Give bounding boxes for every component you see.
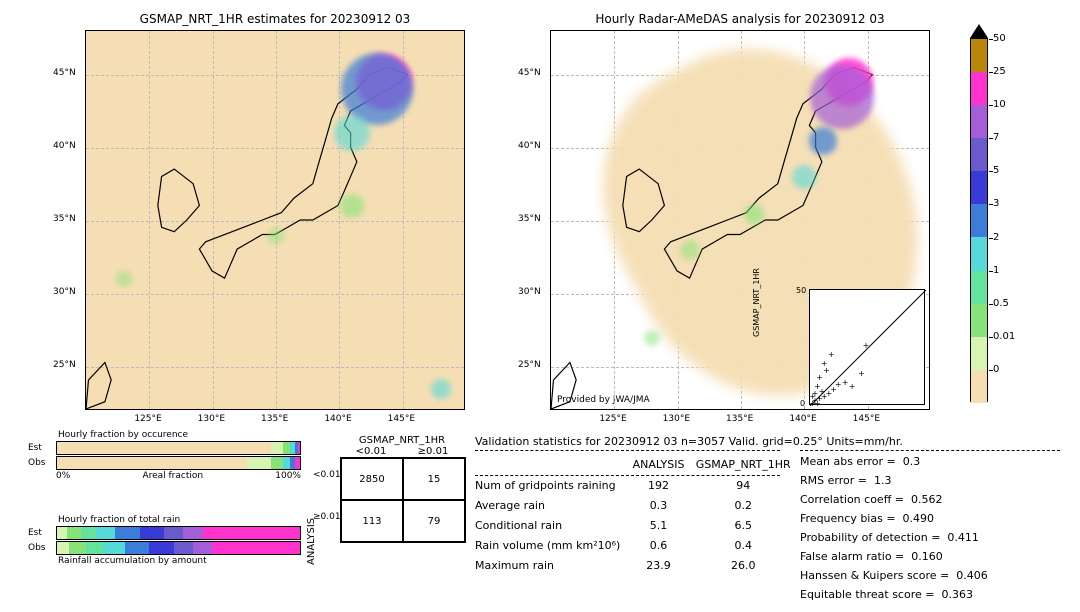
fraction-row: Obs [28, 456, 308, 470]
colorbar-tick: 0.01 [993, 331, 1015, 342]
cont-col0: <0.01 [340, 446, 402, 457]
ytick: 45°N [518, 68, 541, 78]
validation-header: Validation statistics for 20230912 03 n=… [475, 435, 1065, 451]
xtick: 145°E [388, 414, 415, 424]
colorbar-tick: 3 [993, 198, 999, 209]
metric-row: Hanssen & Kuipers score = 0.406 [800, 566, 1070, 585]
ytick: 45°N [53, 68, 76, 78]
scatter-inset: ++++++++++++++++++++ANALYSISGSMAP_NRT_1H… [809, 289, 925, 405]
totalrain-footer: Rainfall accumulation by amount [58, 556, 308, 566]
validation-row: Maximum rain 23.9 26.0 [475, 556, 795, 576]
colorbar-tick: 7 [993, 132, 999, 143]
cont-cell-1-1: 79 [403, 500, 465, 542]
cont-cell-1-0: 113 [341, 500, 403, 542]
ytick: 40°N [53, 141, 76, 151]
cont-col-header: GSMAP_NRT_1HR [340, 435, 464, 446]
metric-row: Frequency bias = 0.490 [800, 509, 1070, 528]
cont-row1: ≥0.01 [313, 512, 341, 522]
fraction-row: Est [28, 526, 308, 540]
fraction-row: Obs [28, 541, 308, 555]
cont-row0: <0.01 [313, 470, 341, 480]
validation-row: Rain volume (mm km²10⁶) 0.6 0.4 [475, 536, 795, 556]
right-map: Provided by JWA/JMA ++++++++++++++++++++… [550, 30, 930, 410]
ytick: 30°N [518, 287, 541, 297]
right-map-title: Hourly Radar-AMeDAS analysis for 2023091… [550, 12, 930, 26]
xtick: 145°E [853, 414, 880, 424]
occurrence-block: Hourly fraction by occurence EstObs 0% A… [28, 430, 308, 481]
metric-row: Mean abs error = 0.3 [800, 452, 1070, 471]
occ-axis-label: Areal fraction [142, 471, 203, 481]
totalrain-block: Hourly fraction of total rain EstObs Rai… [28, 515, 308, 566]
occurrence-title: Hourly fraction by occurence [58, 430, 308, 440]
colorbar-tick: 5 [993, 165, 999, 176]
colorbar-tick: 50 [993, 33, 1006, 44]
ytick: 35°N [518, 214, 541, 224]
validation-row: Num of gridpoints raining 192 94 [475, 476, 795, 496]
fraction-row: Est [28, 441, 308, 455]
metric-row: Probability of detection = 0.411 [800, 528, 1070, 547]
ytick: 25°N [53, 360, 76, 370]
totalrain-title: Hourly fraction of total rain [58, 515, 308, 525]
cont-cell-0-0: 2850 [341, 458, 403, 500]
xtick: 130°E [198, 414, 225, 424]
left-map [85, 30, 465, 410]
xtick: 135°E [261, 414, 288, 424]
occ-scale-left: 0% [56, 471, 70, 481]
occ-scale-right: 100% [275, 471, 301, 481]
metric-row: False alarm ratio = 0.160 [800, 547, 1070, 566]
xtick: 140°E [789, 414, 816, 424]
colorbar-tick: 10 [993, 99, 1006, 110]
left-map-title: GSMAP_NRT_1HR estimates for 20230912 03 [85, 12, 465, 26]
cont-col1: ≥0.01 [402, 446, 464, 457]
colorbar-tick: 1 [993, 265, 999, 276]
metric-row: Correlation coeff = 0.562 [800, 490, 1070, 509]
validation-table: ANALYSIS GSMAP_NRT_1HR Num of gridpoints… [475, 455, 795, 576]
colorbar-tick: 2 [993, 232, 999, 243]
ytick: 30°N [53, 287, 76, 297]
ytick: 25°N [518, 360, 541, 370]
xtick: 135°E [726, 414, 753, 424]
colorbar-tick: 0.5 [993, 298, 1009, 309]
contingency-table: GSMAP_NRT_1HR <0.01 ≥0.01 ANALYSIS 2850 … [320, 435, 466, 543]
xtick: 130°E [663, 414, 690, 424]
cont-row-header: ANALYSIS [306, 517, 317, 564]
xtick: 125°E [599, 414, 626, 424]
ytick: 40°N [518, 141, 541, 151]
metric-row: Equitable threat score = 0.363 [800, 585, 1070, 604]
validation-row: Conditional rain 5.1 6.5 [475, 516, 795, 536]
colorbar: 502510753210.50.010 [970, 38, 988, 402]
cont-cell-0-1: 15 [403, 458, 465, 500]
val-col-analysis: ANALYSIS [626, 455, 692, 475]
ytick: 35°N [53, 214, 76, 224]
metric-row: RMS error = 1.3 [800, 471, 1070, 490]
xtick: 125°E [134, 414, 161, 424]
val-col-gsmap: GSMAP_NRT_1HR [691, 455, 795, 475]
validation-metrics: Mean abs error = 0.3RMS error = 1.3Corre… [800, 452, 1070, 604]
validation-row: Average rain 0.3 0.2 [475, 496, 795, 516]
colorbar-top-arrow [970, 24, 988, 38]
colorbar-tick: 0 [993, 364, 999, 375]
xtick: 140°E [324, 414, 351, 424]
colorbar-tick: 25 [993, 66, 1006, 77]
